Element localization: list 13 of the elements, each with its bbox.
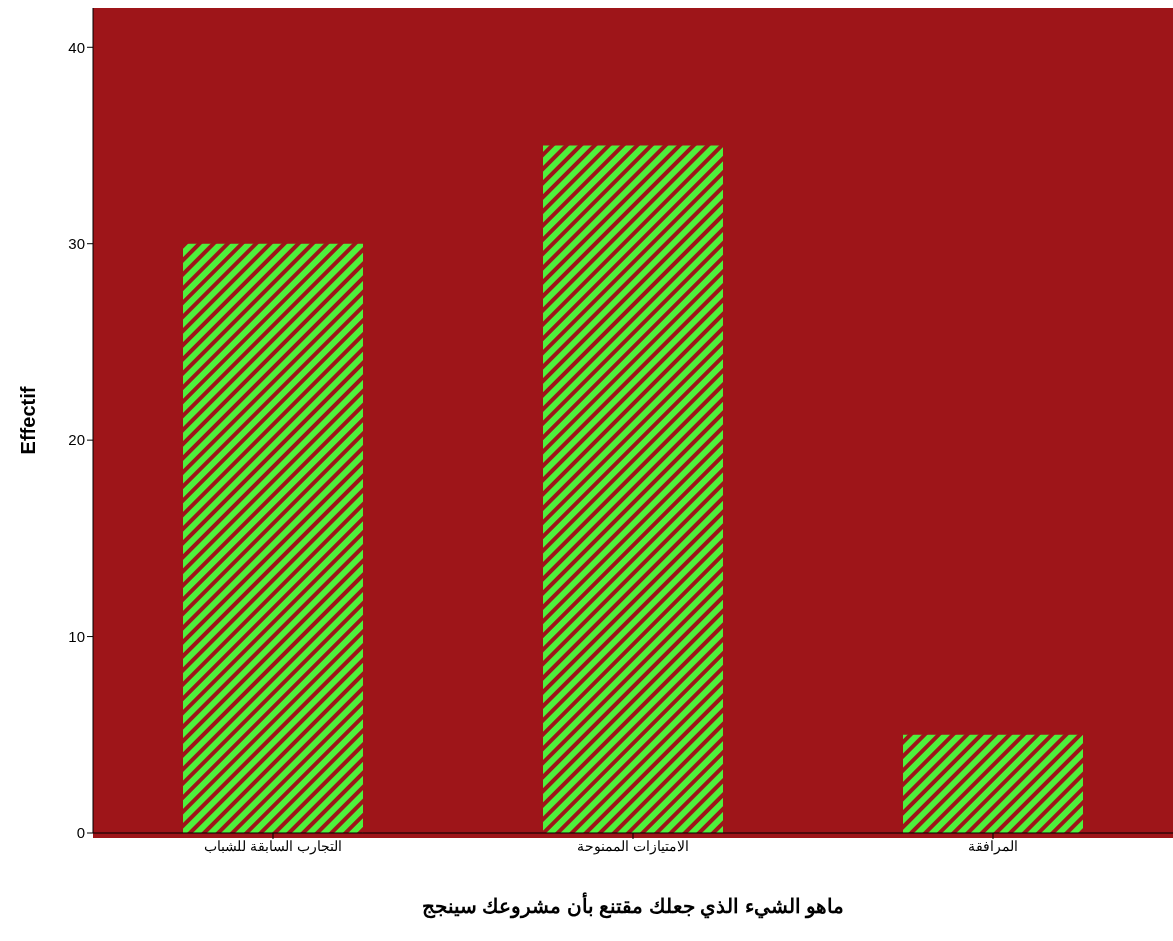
- x-tick-label: الامتيازات الممنوحة: [577, 837, 689, 855]
- bar: [903, 734, 1083, 833]
- x-axis-title: ماهو الشيء الذي جعلك مقتنع بأن مشروعك سينجج: [421, 892, 845, 919]
- y-tick-label: 30: [68, 235, 85, 253]
- y-tick-label: 40: [68, 38, 85, 56]
- x-tick-label: التجارب السابقة للشباب: [204, 837, 342, 855]
- x-tick-label: المرافقة: [968, 837, 1018, 855]
- bar: [543, 145, 723, 833]
- y-tick-label: 10: [68, 627, 85, 645]
- y-axis-title: Effectif: [17, 386, 40, 455]
- y-tick-label: 0: [76, 824, 85, 842]
- bar: [183, 243, 363, 833]
- y-tick-label: 20: [68, 431, 85, 449]
